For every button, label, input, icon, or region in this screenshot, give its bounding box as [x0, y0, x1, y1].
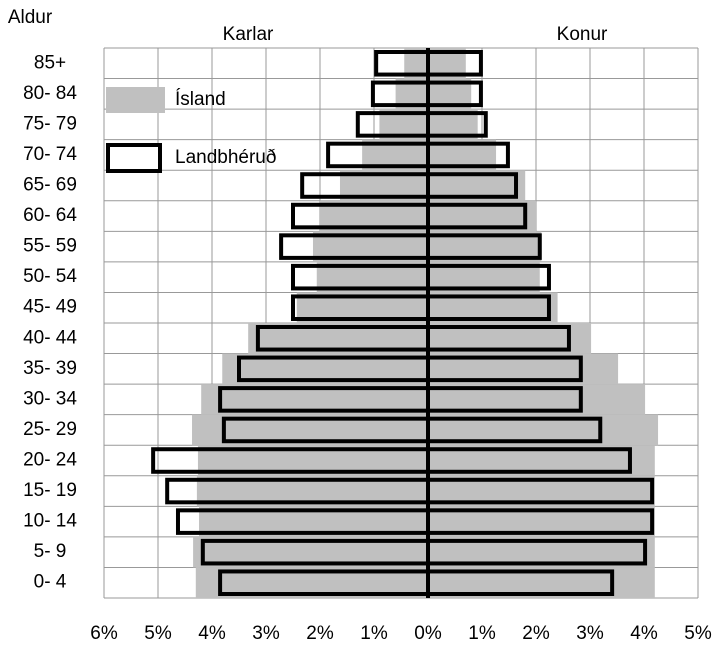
y-tick-label: 60- 64: [23, 205, 77, 226]
y-tick-label: 45- 49: [23, 297, 77, 318]
y-tick-label: 65- 69: [23, 175, 77, 196]
legend-swatch: [106, 143, 162, 173]
y-tick-label: 80- 84: [23, 83, 77, 104]
axis-title: Aldur: [8, 7, 53, 28]
x-tick-label: 1%: [468, 623, 496, 644]
x-tick-label: 3%: [252, 623, 280, 644]
y-tick-label: 20- 24: [23, 450, 77, 471]
x-tick-label: 4%: [630, 623, 658, 644]
x-tick-label: 6%: [90, 623, 118, 644]
y-tick-label: 70- 74: [23, 144, 77, 165]
y-tick-label: 50- 54: [23, 266, 77, 287]
x-tick-label: 0%: [414, 623, 442, 644]
x-tick-label: 3%: [576, 623, 604, 644]
y-tick-label: 30- 34: [23, 388, 77, 409]
right-label: Konur: [557, 24, 608, 45]
y-tick-label: 85+: [34, 52, 66, 73]
x-tick-label: 1%: [360, 623, 388, 644]
legend-label: Ísland: [175, 89, 226, 110]
x-tick-label: 5%: [684, 623, 712, 644]
x-tick-label: 5%: [144, 623, 172, 644]
y-tick-label: 10- 14: [23, 511, 77, 532]
x-tick-label: 2%: [522, 623, 550, 644]
y-tick-label: 25- 29: [23, 419, 77, 440]
legend-swatch: [106, 87, 165, 113]
bar: [404, 48, 428, 79]
x-tick-label: 4%: [198, 623, 226, 644]
y-tick-label: 35- 39: [23, 358, 77, 379]
y-tick-label: 15- 19: [23, 480, 77, 501]
y-tick-label: 40- 44: [23, 327, 77, 348]
y-tick-label: 5- 9: [34, 541, 67, 562]
y-tick-label: 0- 4: [34, 572, 67, 593]
left-label: Karlar: [223, 24, 274, 45]
legend-label: Landbhéruð: [175, 147, 276, 168]
y-tick-label: 75- 79: [23, 113, 77, 134]
x-tick-label: 2%: [306, 623, 334, 644]
y-tick-label: 55- 59: [23, 236, 77, 257]
